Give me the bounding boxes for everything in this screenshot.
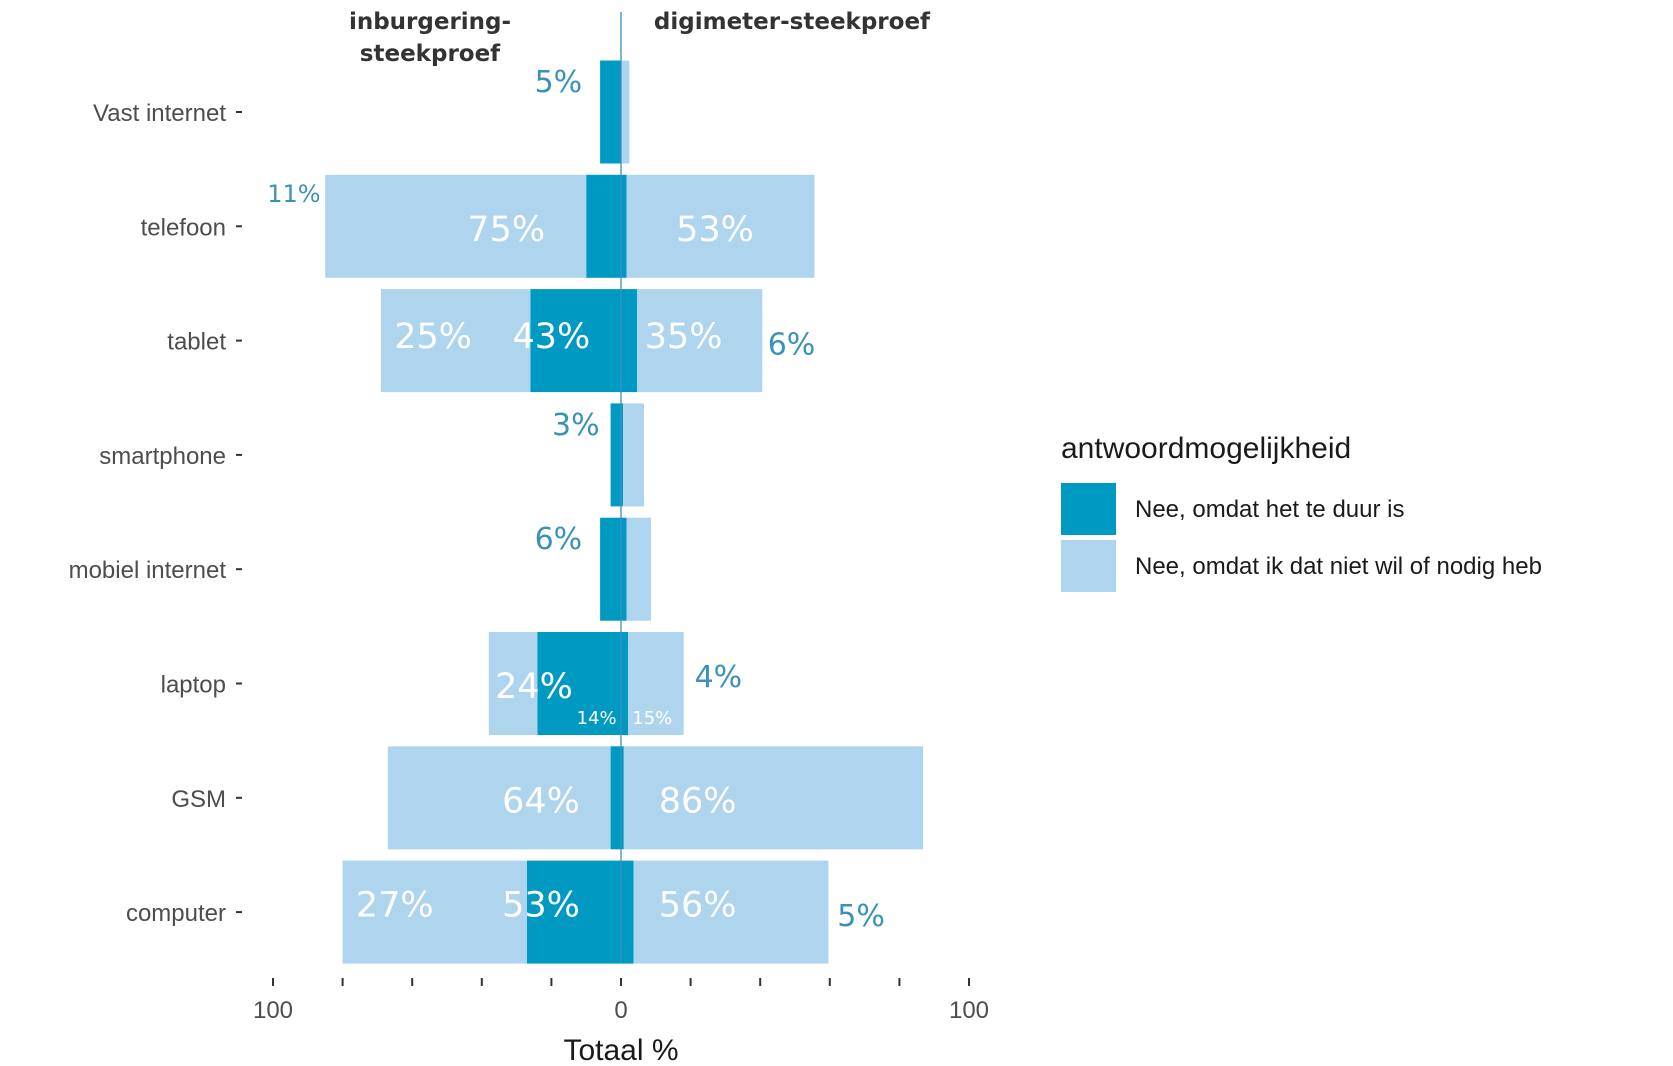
data-label-telefoon-2: 75% bbox=[467, 210, 545, 250]
bar-gsm-left-niet-nodig bbox=[387, 746, 611, 850]
bar-gsm-right-duur bbox=[621, 746, 624, 850]
bar-vast-internet-right-niet-nodig bbox=[621, 60, 630, 164]
data-label-computer-17: 53% bbox=[502, 886, 580, 926]
bar-telefoon-right-duur bbox=[621, 174, 627, 278]
bar-computer-left-niet-nodig bbox=[342, 860, 527, 964]
legend-title: antwoordmogelijkheid bbox=[1061, 432, 1351, 465]
y-tick-label-smartphone: smartphone bbox=[99, 443, 226, 470]
data-label-computer-19: 5% bbox=[837, 899, 885, 934]
y-axis: Vast internet telefoon tablet smartphone mob… bbox=[69, 100, 242, 927]
x-tick-label-2: 100 bbox=[949, 997, 989, 1024]
data-label-laptop-12: 15% bbox=[632, 708, 672, 729]
y-tick-label-gsm: GSM bbox=[171, 786, 226, 813]
data-label-vast-internet-0: 5% bbox=[535, 65, 583, 100]
right-group-title: digimeter-steekproef bbox=[654, 9, 931, 35]
bar-smartphone-right-duur bbox=[621, 403, 624, 507]
bar-computer-right-niet-nodig bbox=[633, 860, 829, 964]
bar-gsm-right-niet-nodig bbox=[623, 746, 924, 850]
bar-smartphone-left-duur bbox=[610, 403, 621, 507]
data-labels-layer: 5% 11% 75% 53% 25% 43% 35% 6% 3% 6% 24%14% 15% 4% 64%… bbox=[267, 65, 885, 934]
bar-mobiel-internet-left-duur bbox=[600, 517, 621, 621]
data-label-mobiel-internet-9: 6% bbox=[535, 522, 583, 557]
bar-telefoon-left-niet-nodig bbox=[325, 174, 587, 278]
group-titles: inburgering-steekproef digimeter-steekpr… bbox=[349, 9, 931, 67]
legend-swatch-niet-nodig bbox=[1061, 540, 1116, 592]
data-label-tablet-5: 43% bbox=[513, 317, 591, 357]
y-tick-label-tablet: tablet bbox=[167, 329, 226, 356]
bar-computer-right-duur bbox=[621, 860, 634, 964]
bar-tablet-left-niet-nodig bbox=[380, 289, 531, 393]
bar-vast-internet-left-duur bbox=[600, 60, 621, 164]
legend: antwoordmogelijkheid Nee, omdat het te d… bbox=[1061, 432, 1542, 592]
bar-tablet-left-duur bbox=[530, 289, 621, 393]
legend-label-duur: Nee, omdat het te duur is bbox=[1135, 496, 1404, 523]
bar-gsm-left-duur bbox=[610, 746, 621, 850]
data-label-laptop-13: 4% bbox=[695, 660, 743, 695]
y-tick-label-telefoon: telefoon bbox=[141, 214, 226, 241]
data-label-smartphone-8: 3% bbox=[552, 408, 600, 443]
bar-mobiel-internet-right-niet-nodig bbox=[626, 517, 651, 621]
data-label-laptop-11: 14% bbox=[577, 708, 617, 729]
legend-swatch-duur bbox=[1061, 483, 1116, 535]
x-tick-label-1: 0 bbox=[614, 997, 627, 1024]
bars-layer bbox=[325, 60, 924, 964]
data-label-tablet-7: 6% bbox=[768, 328, 816, 363]
left-group-title: inburgering-steekproef bbox=[349, 9, 511, 67]
bar-tablet-right-niet-nodig bbox=[637, 289, 763, 393]
y-tick-label-mobiel-internet: mobiel internet bbox=[69, 557, 227, 584]
bar-computer-left-duur bbox=[527, 860, 621, 964]
x-tick-label-0: 100 bbox=[253, 997, 293, 1024]
data-label-computer-16: 27% bbox=[356, 886, 434, 926]
bar-smartphone-right-niet-nodig bbox=[623, 403, 644, 507]
y-tick-label-laptop: laptop bbox=[161, 672, 226, 699]
data-label-gsm-14: 64% bbox=[502, 782, 580, 822]
bar-telefoon-left-duur bbox=[586, 174, 621, 278]
data-label-computer-18: 56% bbox=[659, 886, 737, 926]
x-axis: 100 0 100 bbox=[253, 978, 989, 1024]
bar-laptop-right-duur bbox=[621, 632, 628, 735]
x-axis-title: Totaal % bbox=[563, 1034, 678, 1066]
bar-laptop-left-duur bbox=[537, 632, 621, 735]
data-label-tablet-4: 25% bbox=[394, 317, 472, 357]
y-tick-label-computer: computer bbox=[126, 900, 226, 927]
data-label-tablet-6: 35% bbox=[645, 317, 723, 357]
y-tick-label-vast-internet: Vast internet bbox=[93, 100, 226, 127]
bar-laptop-right-niet-nodig bbox=[628, 632, 684, 735]
bar-mobiel-internet-right-duur bbox=[621, 517, 627, 621]
bar-tablet-right-duur bbox=[621, 289, 637, 393]
bar-laptop-left-niet-nodig bbox=[488, 632, 538, 735]
data-label-telefoon-1: 11% bbox=[267, 180, 320, 208]
bar-telefoon-right-niet-nodig bbox=[626, 174, 815, 278]
data-label-telefoon-3: 53% bbox=[676, 210, 754, 250]
data-label-gsm-15: 86% bbox=[659, 782, 737, 822]
legend-label-niet-nodig: Nee, omdat ik dat niet wil of nodig heb bbox=[1135, 553, 1542, 580]
data-label-laptop-10: 24% bbox=[495, 667, 573, 707]
